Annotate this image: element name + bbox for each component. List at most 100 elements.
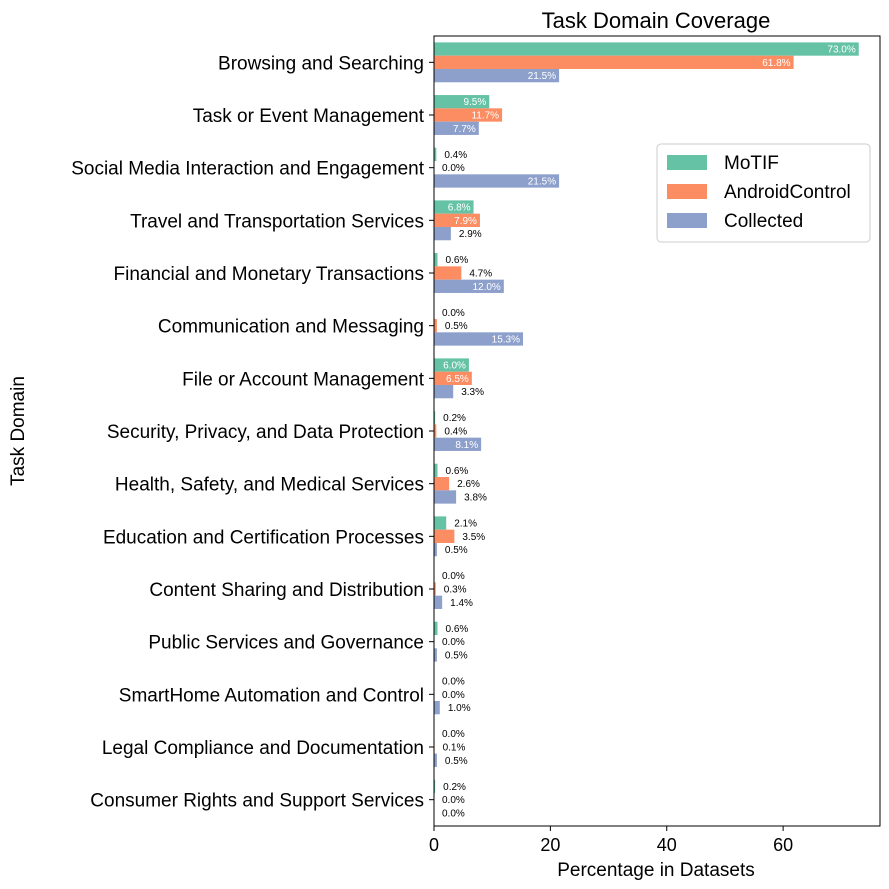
bar-androidcontrol	[434, 424, 437, 438]
data-label: 2.9%	[459, 229, 482, 240]
category-label: Task or Event Management	[193, 106, 425, 127]
bar-androidcontrol	[434, 319, 437, 333]
bar-collected	[434, 648, 437, 662]
bar-androidcontrol	[434, 371, 472, 385]
bar-motif	[434, 42, 859, 56]
legend-label: Collected	[724, 211, 803, 232]
bar-motif	[434, 516, 447, 530]
data-label: 0.0%	[442, 571, 465, 582]
legend-frame	[656, 143, 871, 243]
bar-collected	[434, 68, 560, 83]
plot-area: Browsing and Searching 73.0% 61.8% 21.5% Tas…	[71, 35, 881, 855]
data-label: 0.5%	[445, 321, 468, 332]
category-label: Education and Certification Processes	[103, 527, 424, 548]
x-tick-label: 60	[773, 835, 793, 855]
bar-motif	[434, 358, 469, 372]
data-label: 0.2%	[443, 782, 466, 793]
data-label: 8.1%	[455, 440, 478, 451]
data-label: 1.4%	[450, 598, 473, 609]
data-label: 21.5%	[528, 176, 556, 187]
data-label: 0.5%	[445, 650, 468, 661]
bar-motif	[434, 621, 438, 636]
bar-androidcontrol	[434, 582, 436, 596]
bar-collected	[434, 121, 479, 135]
data-label: 6.0%	[443, 361, 466, 372]
data-label: 0.0%	[442, 677, 465, 688]
bar-collected	[434, 595, 443, 609]
data-label: 0.0%	[442, 163, 465, 174]
data-label: 0.3%	[444, 585, 467, 596]
data-label: 3.8%	[464, 492, 487, 503]
data-label: 0.4%	[444, 427, 467, 438]
bar-collected	[434, 700, 440, 715]
bar-motif	[434, 411, 436, 425]
category-label: Browsing and Searching	[218, 53, 424, 74]
data-label: 21.5%	[528, 71, 556, 82]
data-label: 3.3%	[461, 387, 484, 398]
data-label: 0.1%	[443, 743, 466, 754]
category-label: Communication and Messaging	[158, 317, 424, 338]
data-label: 73.0%	[827, 45, 855, 56]
bar-collected	[434, 542, 437, 557]
data-label: 0.0%	[442, 795, 465, 806]
category-label: Health, Safety, and Medical Services	[115, 475, 424, 496]
data-label: 0.0%	[442, 690, 465, 701]
bar-motif	[434, 200, 474, 214]
bar-androidcontrol	[434, 55, 794, 69]
bar-motif	[434, 95, 490, 109]
data-label: 0.0%	[442, 308, 465, 319]
x-tick-label: 0	[429, 835, 439, 855]
bar-motif	[434, 463, 438, 478]
data-label: 0.0%	[442, 729, 465, 740]
category-label: Content Sharing and Distribution	[149, 580, 424, 601]
data-label: 0.5%	[445, 545, 468, 556]
bar-collected	[434, 490, 457, 504]
data-label: 0.2%	[443, 413, 466, 424]
x-tick-label: 40	[657, 835, 677, 855]
bar-motif	[434, 779, 436, 794]
category-label: Security, Privacy, and Data Protection	[107, 422, 424, 443]
data-label: 2.1%	[454, 519, 477, 530]
category-label: Consumer Rights and Support Services	[90, 791, 424, 812]
data-label: 2.6%	[457, 479, 480, 490]
data-label: 6.8%	[448, 203, 471, 214]
data-label: 0.5%	[445, 756, 468, 767]
category-label: Travel and Transportation Services	[130, 211, 424, 232]
data-label: 11.7%	[471, 111, 499, 122]
data-label: 1.0%	[448, 703, 471, 714]
legend-swatch-collected	[667, 213, 707, 228]
x-tick-label: 20	[540, 835, 560, 855]
category-label: Public Services and Governance	[148, 633, 424, 654]
bar-collected	[434, 384, 454, 399]
y-axis-label: Task Domain	[8, 376, 29, 486]
bar-androidcontrol	[434, 266, 462, 280]
data-label: 6.5%	[446, 374, 469, 385]
bar-collected	[434, 226, 451, 241]
bar-collected	[434, 437, 482, 451]
bar-motif	[434, 253, 438, 267]
data-label: 0.0%	[442, 637, 465, 648]
category-label: Legal Compliance and Documentation	[102, 738, 424, 759]
data-label: 0.6%	[445, 624, 468, 635]
chart-title: Task Domain Coverage	[542, 8, 771, 33]
data-label: 0.6%	[445, 255, 468, 266]
category-label: Social Media Interaction and Engagement	[71, 159, 425, 180]
data-label: 7.7%	[453, 124, 476, 135]
legend-swatch-androidcontrol	[667, 184, 707, 199]
data-label: 0.0%	[442, 808, 465, 819]
bar-androidcontrol	[434, 529, 455, 543]
bar-motif	[434, 147, 437, 162]
bar-collected	[434, 753, 437, 767]
bar-androidcontrol	[434, 213, 480, 227]
bar-androidcontrol	[434, 477, 450, 491]
legend: MoTIF AndroidControl Collected	[656, 143, 871, 243]
x-axis-label: Percentage in Datasets	[557, 860, 755, 881]
bar-collected	[434, 279, 504, 293]
bar-collected	[434, 174, 560, 188]
category-label: Financial and Monetary Transactions	[114, 264, 425, 285]
data-label: 61.8%	[762, 58, 790, 69]
bar-collected	[434, 332, 524, 346]
category-label: File or Account Management	[182, 369, 425, 390]
legend-label: AndroidControl	[724, 182, 851, 203]
